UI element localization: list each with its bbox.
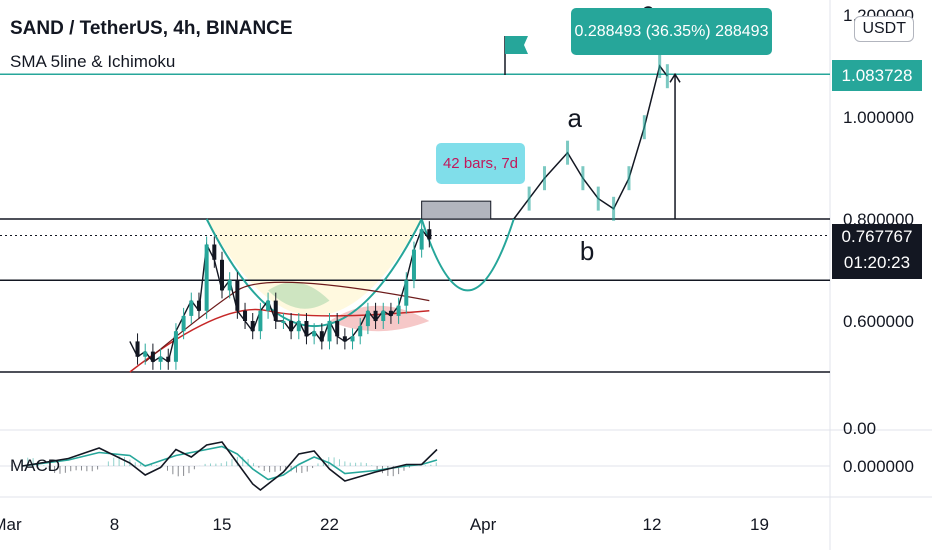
candle-body: [181, 315, 186, 332]
candle-body: [296, 321, 301, 332]
candle-body: [212, 244, 217, 260]
candle-body: [143, 351, 148, 357]
macd-zero-label: 0.000000: [843, 457, 914, 476]
y-tick-label-low: 0.00: [843, 419, 876, 438]
candle-body: [342, 336, 347, 342]
candle-body: [327, 321, 332, 342]
candle-body: [335, 321, 340, 337]
candle-body: [158, 356, 163, 362]
candle-body: [235, 280, 240, 311]
macd-signal-line: [22, 445, 438, 481]
candle-body: [166, 356, 171, 362]
candle-body: [312, 331, 317, 337]
candle-body: [381, 310, 386, 321]
candle-body: [250, 321, 255, 332]
last-price-value: 0.767767: [841, 227, 913, 246]
candle-body: [173, 331, 178, 362]
candle-body: [427, 229, 432, 240]
ichimoku-cloud-green: [268, 282, 330, 309]
x-tick-label: 22: [320, 515, 339, 534]
bars-range-box: [421, 200, 492, 220]
last-price-tag: 0.767767 01:20:23: [832, 224, 922, 279]
candle-body: [358, 326, 363, 337]
candle-body: [258, 310, 263, 332]
candle-body: [227, 280, 232, 291]
candle-body: [196, 300, 201, 311]
cup-fill: [206, 219, 422, 316]
x-tick-label: 8: [110, 515, 119, 534]
currency-button[interactable]: USDT: [854, 16, 914, 42]
level-price-tag: 1.083728: [832, 60, 922, 91]
x-tick-label: 15: [213, 515, 232, 534]
chart-title: SAND / TetherUS, 4h, BINANCE: [10, 18, 293, 39]
y-tick-label: 0.600000: [843, 312, 914, 331]
measure-arrowhead: [669, 72, 681, 83]
handle-curve: [420, 218, 515, 292]
candle-body: [150, 351, 155, 362]
wave-projection-line: [513, 64, 668, 220]
candle-body: [373, 310, 378, 321]
candle-body: [365, 310, 370, 327]
x-tick-label: Mar: [0, 515, 22, 534]
x-tick-label: 19: [750, 515, 769, 534]
flag-icon: [505, 36, 528, 54]
candle-body: [273, 300, 278, 321]
candle-body: [289, 321, 294, 332]
x-tick-label: Apr: [470, 515, 497, 534]
candle-body: [243, 310, 248, 321]
candle-body: [350, 336, 355, 342]
candle-body: [411, 249, 416, 281]
wave-label-b: b: [580, 236, 594, 266]
ichimoku-kijun-line: [144, 281, 430, 363]
price-line: [129, 227, 430, 363]
candle-body: [304, 321, 309, 337]
candle-body: [404, 280, 409, 306]
candle-body: [266, 300, 271, 311]
measure-label: 0.288493 (36.35%) 288493: [571, 8, 772, 55]
candle-body: [189, 300, 194, 316]
bar-countdown: 01:20:23: [843, 253, 911, 272]
y-tick-label: 1.000000: [843, 108, 914, 127]
candle-body: [388, 310, 393, 316]
candle-body: [204, 244, 209, 311]
wave-label-a: a: [568, 103, 583, 133]
candle-body: [220, 259, 224, 291]
candle-body: [281, 321, 286, 323]
candle-body: [135, 341, 140, 357]
x-tick-label: 12: [643, 515, 662, 534]
candle-body: [319, 331, 324, 342]
macd-label: MACD: [10, 456, 61, 475]
candle-body: [396, 305, 401, 316]
study-label[interactable]: SMA 5line & Ichimoku: [10, 52, 176, 71]
bars-range-label: 42 bars, 7d: [436, 143, 525, 184]
candle-body: [419, 229, 424, 250]
macd-line: [22, 441, 438, 492]
